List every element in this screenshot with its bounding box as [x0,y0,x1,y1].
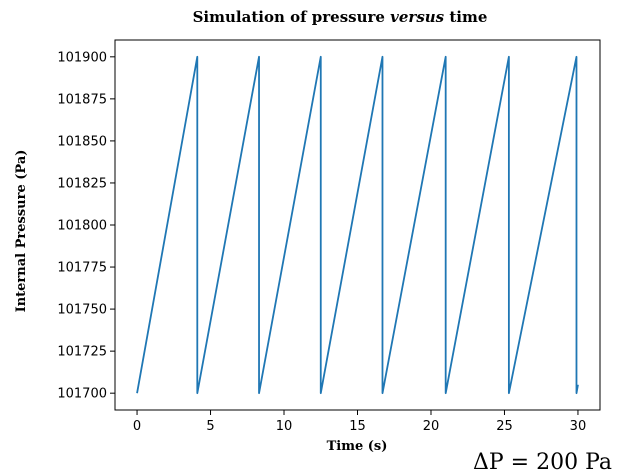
y-tick-label: 101725 [57,345,107,360]
x-tick-label: 20 [423,419,440,434]
x-tick-label: 30 [570,419,587,434]
y-axis-title: Internal Pressure (Pa) [14,150,29,313]
pressure-series-line [136,55,579,395]
y-tick-label: 101800 [57,219,107,234]
x-tick-label: 0 [133,419,141,434]
delta-p-annotation: ΔP = 200 Pa [473,450,612,475]
x-tick-label: 25 [496,419,513,434]
plot-frame [114,39,601,411]
chart-title-emphasis: versus [390,8,445,26]
y-tick-label: 101750 [57,303,107,318]
y-tick-label: 101775 [57,261,107,276]
x-tick-label: 10 [276,419,293,434]
x-axis-ticks: 0 5 10 15 20 25 30 [133,410,586,434]
chart-title-prefix: Simulation of pressure [193,8,391,26]
y-axis-ticks: 101700 101725 101750 101775 101800 101825 1018… [57,50,115,402]
chart-title-suffix: time [444,8,487,26]
x-tick-label: 15 [349,419,366,434]
x-tick-label: 5 [206,419,214,434]
y-tick-label: 101825 [57,176,107,191]
x-axis-title: Time (s) [327,439,388,454]
y-tick-label: 101900 [57,50,107,65]
y-tick-label: 101875 [57,92,107,107]
chart-title: Simulation of pressure versus time [193,8,488,26]
series-layer [136,55,579,395]
y-tick-label: 101700 [57,387,107,402]
y-tick-label: 101850 [57,134,107,149]
